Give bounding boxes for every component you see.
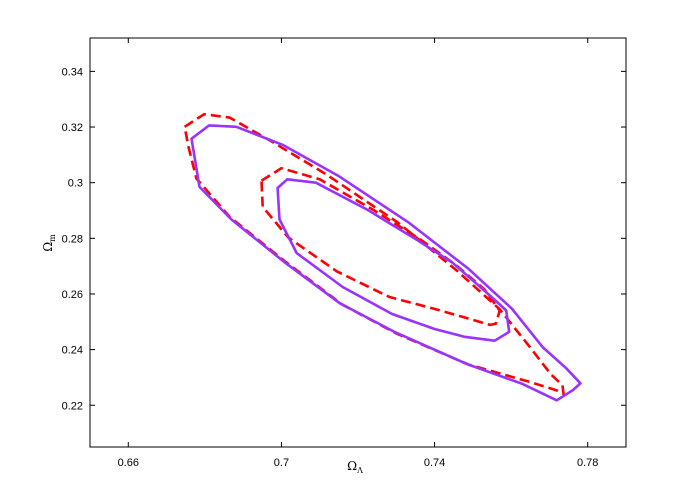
contour-series-group <box>183 112 582 402</box>
x-tick-label: 0.78 <box>577 457 598 469</box>
y-tick-label: 0.32 <box>62 122 83 134</box>
y-axis-label: Ωm <box>41 234 57 252</box>
x-axis-ticks: 0.66 0.7 0.74 0.78 <box>118 38 598 469</box>
y-tick-label: 0.28 <box>62 233 83 245</box>
dashed-contour-2 <box>260 166 501 327</box>
dashed-contour-0 <box>183 112 565 396</box>
plot-area <box>90 38 626 447</box>
y-tick-label: 0.24 <box>62 345 83 357</box>
x-tick-label: 0.7 <box>274 457 289 469</box>
solid-contour-1 <box>190 124 582 402</box>
y-tick-label: 0.3 <box>68 178 83 190</box>
plot-frame <box>89 37 627 448</box>
y-tick-label: 0.22 <box>62 400 83 412</box>
solid-contour-3 <box>276 178 511 342</box>
x-axis-label: ΩΛ <box>347 459 363 475</box>
x-tick-label: 0.66 <box>118 457 139 469</box>
y-tick-label: 0.34 <box>62 66 83 78</box>
y-axis-ticks: 0.22 0.24 0.26 0.28 0.3 0.32 0.34 <box>62 66 626 412</box>
x-tick-label: 0.74 <box>424 457 445 469</box>
y-tick-label: 0.26 <box>62 289 83 301</box>
